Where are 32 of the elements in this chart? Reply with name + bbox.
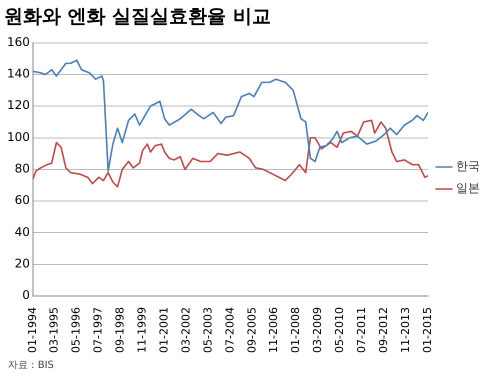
- x-tick-label: 09-2005: [245, 307, 258, 354]
- chart-title: 원화와 엔화 실질실효환율 비교: [4, 5, 271, 28]
- x-tick-label: 07-2004: [223, 307, 236, 354]
- x-tick-label: 03-1995: [48, 307, 61, 354]
- y-tick-label: 60: [14, 193, 30, 208]
- x-tick-label: 09-1998: [114, 307, 127, 354]
- x-tick-label: 11-2006: [267, 307, 280, 354]
- legend-label: 한국: [456, 159, 480, 174]
- y-tick-label: 120: [7, 98, 30, 112]
- text: 자료 : BIS: [8, 359, 54, 372]
- x-tick-label: 05-1996: [70, 307, 83, 354]
- y-tick-label: 40: [14, 224, 30, 239]
- x-tick-label: 03-2009: [311, 307, 324, 354]
- y-tick-label: 0: [22, 288, 30, 302]
- y-tick-label: 20: [14, 256, 30, 271]
- x-tick-label: 11-2013: [398, 307, 412, 354]
- x-tick-label: 11-1999: [136, 307, 149, 354]
- x-tick-label: 07-1997: [92, 307, 105, 354]
- x-tick-label: 01-2008: [289, 307, 302, 354]
- x-tick-label: 01-2015: [420, 307, 434, 354]
- legend-label: 일본: [456, 181, 480, 196]
- x-tick-label: 03-2002: [179, 307, 192, 354]
- x-tick-label: 05-2003: [201, 307, 214, 354]
- x-tick-label: 09-2012: [376, 307, 390, 354]
- x-tick-label: 01-1994: [26, 307, 39, 354]
- y-tick-label: 140: [7, 66, 30, 81]
- y-tick-label: 100: [7, 130, 30, 144]
- y-tick-label: 80: [14, 162, 30, 176]
- y-tick-label: 160: [7, 34, 30, 49]
- x-tick-label: 01-2001: [157, 307, 170, 354]
- x-tick-label: 07-2011: [355, 307, 368, 354]
- x-tick-label: 05-2010: [333, 307, 346, 354]
